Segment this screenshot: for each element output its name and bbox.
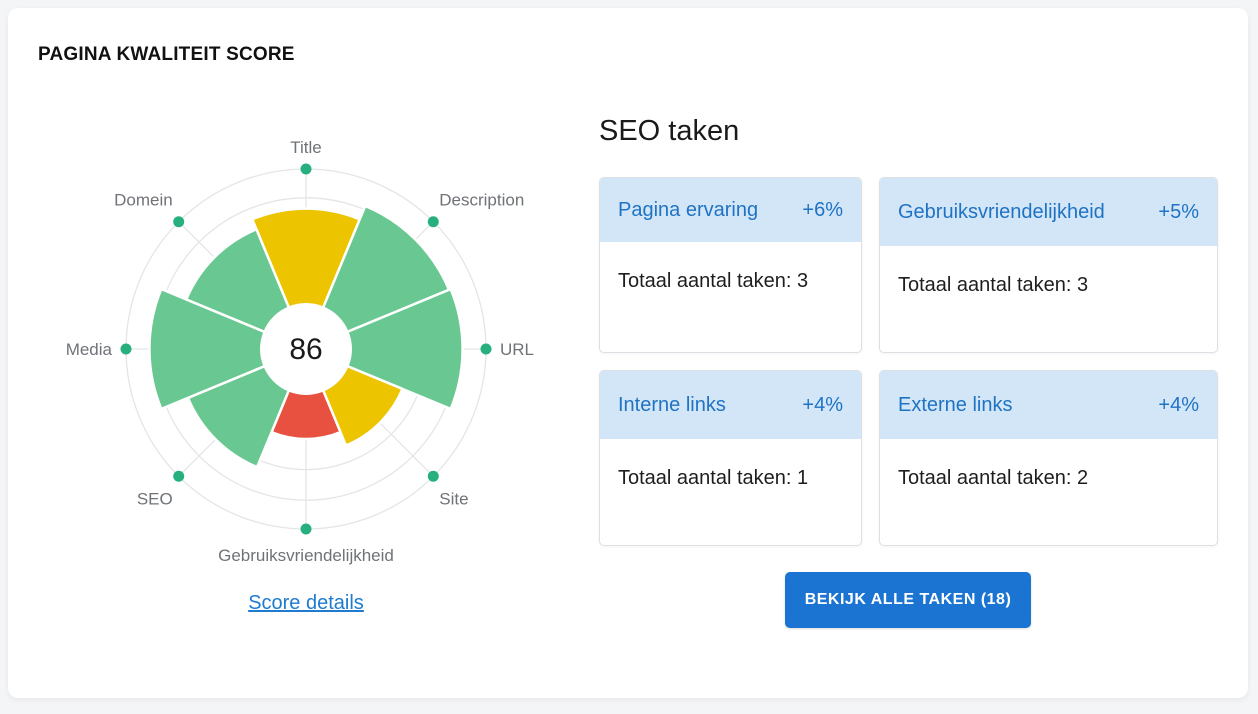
- task-name: Externe links: [898, 393, 1013, 416]
- task-percentage: +4%: [1158, 393, 1199, 416]
- task-count: Totaal aantal taken: 1: [618, 467, 809, 489]
- seo-tasks-title: SEO taken: [599, 115, 740, 147]
- axis-label-domein: Domein: [114, 191, 173, 210]
- axis-marker: [173, 470, 185, 482]
- task-card-header: Gebruiksvriendelijkheid +5%: [880, 178, 1217, 246]
- axis-marker: [300, 523, 312, 535]
- task-count: Totaal aantal taken: 3: [898, 274, 1089, 296]
- task-card-interne-links[interactable]: Interne links +4% Totaal aantal taken: 1: [599, 370, 862, 546]
- view-all-tasks-button[interactable]: BEKIJK ALLE TAKEN (18): [785, 572, 1031, 628]
- axis-label-description: Description: [439, 191, 524, 210]
- task-percentage: +4%: [802, 393, 843, 416]
- task-percentage: +5%: [1158, 200, 1199, 223]
- score-center-circle: [260, 303, 352, 395]
- task-name: Interne links: [618, 393, 726, 416]
- axis-marker: [120, 343, 132, 355]
- score-details-link[interactable]: Score details: [248, 592, 364, 614]
- axis-label-site: Site: [439, 489, 468, 508]
- axis-marker: [300, 163, 312, 175]
- task-card-header: Interne links +4%: [600, 371, 861, 439]
- task-card-externe-links[interactable]: Externe links +4% Totaal aantal taken: 2: [879, 370, 1218, 546]
- axis-label-url: URL: [500, 340, 534, 359]
- task-card-header: Pagina ervaring +6%: [600, 178, 861, 242]
- page-title: PAGINA KWALITEIT SCORE: [38, 44, 295, 65]
- axis-marker: [427, 470, 439, 482]
- task-card-header: Externe links +4%: [880, 371, 1217, 439]
- axis-marker: [427, 216, 439, 228]
- axis-marker: [480, 343, 492, 355]
- task-card-pagina-ervaring[interactable]: Pagina ervaring +6% Totaal aantal taken:…: [599, 177, 862, 353]
- task-percentage: +6%: [802, 198, 843, 221]
- task-count: Totaal aantal taken: 2: [898, 467, 1089, 489]
- quality-radar-chart: Title Description URL Site Gebruiksvriendeli…: [66, 138, 534, 565]
- task-count: Totaal aantal taken: 3: [618, 270, 809, 292]
- axis-label-gebruiksvriendelijkheid: Gebruiksvriendelijkheid: [218, 546, 394, 565]
- axis-marker: [173, 216, 185, 228]
- task-name: Gebruiksvriendelijkheid: [898, 200, 1105, 223]
- task-name: Pagina ervaring: [618, 198, 759, 221]
- slice-url[interactable]: [304, 287, 464, 411]
- slice-title[interactable]: [251, 207, 361, 351]
- slice-description[interactable]: [304, 204, 451, 351]
- axis-label-seo: SEO: [137, 489, 173, 508]
- score-value: 86: [289, 333, 322, 366]
- slice-media[interactable]: [148, 287, 308, 411]
- axis-label-title: Title: [290, 138, 322, 157]
- task-card-gebruiksvriendelijkheid[interactable]: Gebruiksvriendelijkheid +5% Totaal aanta…: [879, 177, 1218, 353]
- axis-label-media: Media: [66, 340, 113, 359]
